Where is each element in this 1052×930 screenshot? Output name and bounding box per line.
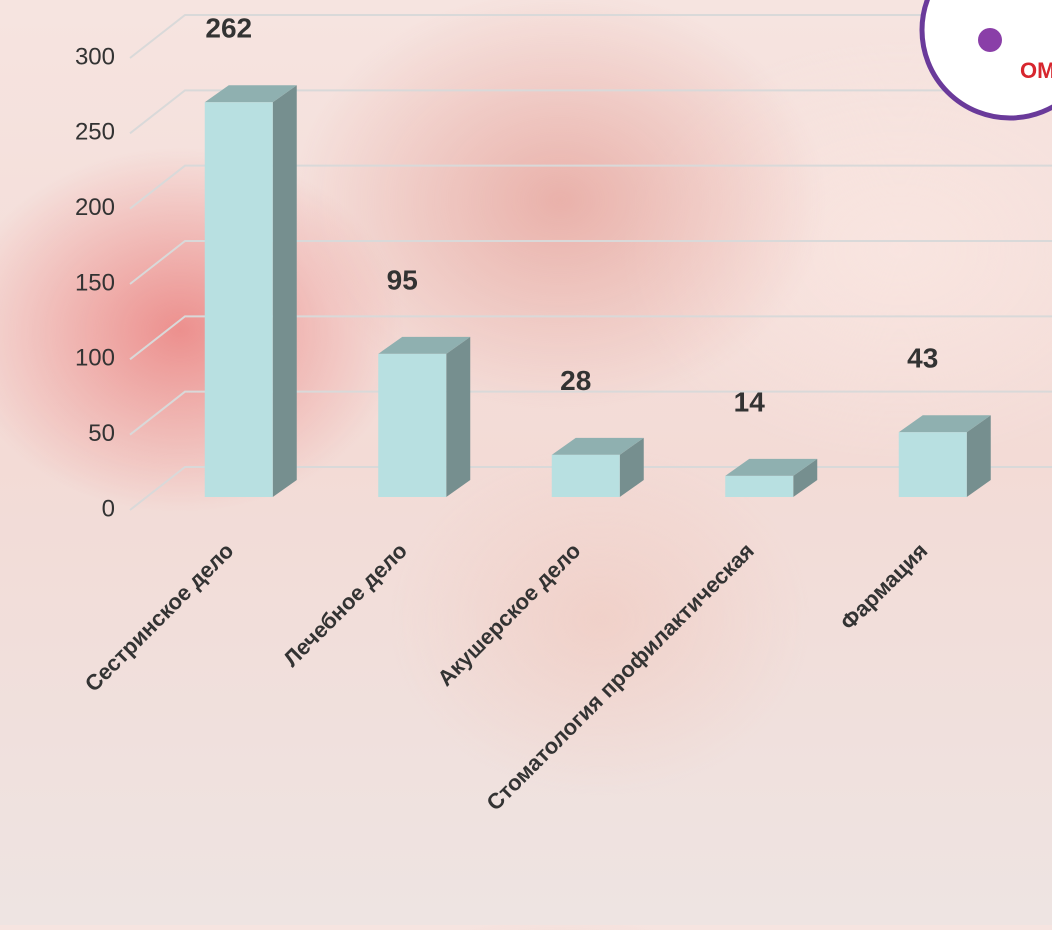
y-tick-label: 150 <box>75 269 115 296</box>
x-tick-label: Акушерское дело <box>433 538 586 691</box>
x-tick-label: Сестринское дело <box>80 538 239 697</box>
logo-circle <box>919 0 1052 121</box>
bar-side <box>966 415 991 497</box>
bar-side <box>446 336 471 497</box>
logo-text: OMPA <box>1020 58 1052 83</box>
grid-line <box>129 164 1052 210</box>
grid-line <box>129 315 1052 361</box>
bar-top <box>378 336 471 354</box>
grid-line <box>129 240 1052 285</box>
bar-side <box>793 458 818 497</box>
x-tick-label: Фармация <box>835 538 932 635</box>
value-label: 262 <box>205 13 252 44</box>
value-label: 43 <box>907 343 938 374</box>
grid-line <box>129 14 1052 59</box>
x-tick-label: Стоматология профилактическая <box>481 538 758 815</box>
bar <box>378 353 447 497</box>
grid-line <box>129 89 1052 135</box>
grid-line <box>129 390 1052 436</box>
value-label: 28 <box>560 365 591 396</box>
logo-dot <box>978 28 1002 52</box>
y-tick-label: 300 <box>75 43 115 70</box>
value-label: 14 <box>734 386 766 417</box>
bar <box>725 475 794 497</box>
y-tick-label: 50 <box>88 420 115 447</box>
value-label: 95 <box>387 264 418 295</box>
y-tick-label: 250 <box>75 119 115 146</box>
plot: 0 50 100 150 200 250 300 Сестринское дело 262 Леч… <box>75 13 1052 815</box>
bar-top <box>898 415 991 433</box>
x-tick-label: Лечебное дело <box>278 538 412 672</box>
bar <box>204 102 273 498</box>
bar <box>898 432 967 497</box>
bar-top <box>204 85 297 103</box>
bar-side <box>619 437 644 497</box>
y-tick-label: 0 <box>102 495 115 522</box>
logo: OMPA <box>919 0 1052 121</box>
bar-side <box>272 85 297 498</box>
bar <box>551 454 620 497</box>
y-tick-label: 100 <box>75 345 115 372</box>
y-tick-label: 200 <box>75 194 115 221</box>
bar-top <box>551 437 644 455</box>
bar-top <box>725 458 818 476</box>
